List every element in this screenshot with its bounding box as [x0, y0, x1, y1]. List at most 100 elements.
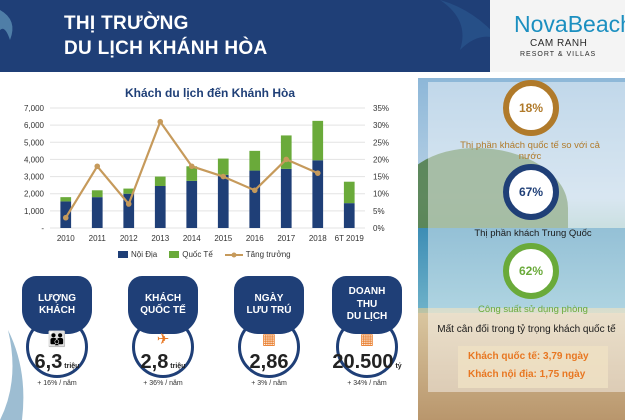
stat-label-line1: LƯỢNG — [38, 292, 76, 304]
ring-intl-share-label: Thị phần khách quốc tế so với cả nước — [460, 140, 600, 162]
y-left-tick-label: 2,000 — [24, 190, 45, 199]
chart-legend: Nội Địa Quốc Tế Tăng trưởng — [118, 250, 291, 259]
growth-point — [157, 118, 164, 125]
stat-value: 2,8 triệu — [140, 351, 186, 373]
x-tick-label: 2014 — [183, 234, 201, 243]
growth-point — [188, 163, 195, 170]
visitor-chart: - 1,000 2,000 3,000 4,000 5,000 6,000 7,000 0% 5%… — [24, 104, 389, 243]
header-banner: THỊ TRƯỜNG DU LỊCH KHÁNH HÒA NovaBeach C… — [0, 0, 625, 72]
bar-domestic — [249, 170, 261, 228]
y-left-tick-label: 3,000 — [24, 173, 45, 182]
bar-international — [154, 176, 166, 186]
bar-international — [60, 197, 72, 202]
y-left-tick-label: 6,000 — [24, 121, 45, 130]
bar-international — [280, 135, 292, 169]
hotel-revenue-icon: ▦ — [359, 331, 375, 348]
bar-domestic — [60, 201, 72, 228]
ring-china-share: 67% — [503, 164, 559, 220]
legend-item-growth: Tăng trưởng — [224, 250, 291, 259]
airplane-icon: ✈ — [156, 331, 170, 348]
y-left-tick-label: 4,000 — [24, 155, 45, 164]
chart-title: Khách du lịch đến Khánh Hòa — [124, 86, 295, 100]
stay-domestic: Khách nội địa: 1,75 ngày — [468, 369, 586, 380]
stat-badge: LƯỢNG KHÁCH — [22, 276, 92, 334]
y-right-tick-label: 35% — [373, 104, 389, 113]
family-icon: 👪 — [47, 331, 67, 348]
x-tick-label: 2016 — [246, 234, 264, 243]
y-left-tick-label: 5,000 — [24, 138, 45, 147]
legend-swatch-growth — [224, 252, 243, 257]
stat-label-line1: KHÁCH — [144, 292, 182, 304]
logo-tagline-text: RESORT & VILLAS — [520, 51, 597, 58]
growth-point — [314, 170, 321, 176]
y-right-tick-label: 0% — [373, 224, 385, 233]
stat-value: 2,86 — [249, 351, 289, 373]
ring-occupancy: 62% — [503, 243, 559, 299]
growth-point — [94, 163, 101, 170]
legend-item-domestic: Nội Địa — [118, 250, 157, 259]
bar-domestic — [217, 174, 229, 228]
bar-international — [91, 190, 103, 198]
bar-international — [249, 150, 261, 171]
legend-swatch-international — [169, 251, 180, 258]
growth-point — [62, 214, 69, 221]
growth-point — [220, 173, 227, 180]
y-left-tick-label: 7,000 — [24, 104, 45, 113]
stat-unit: triệu — [168, 363, 186, 370]
y-left-tick-label: 1,000 — [24, 207, 45, 216]
bar-international — [186, 166, 198, 181]
growth-point — [251, 187, 258, 194]
y-right-tick-label: 30% — [373, 121, 389, 130]
stat-label-line1: DOANH THU — [348, 286, 386, 310]
stat-unit: triệu — [62, 363, 80, 370]
bar-domestic — [186, 180, 198, 228]
hotel-icon: ▦ — [261, 331, 277, 348]
bar-international — [123, 188, 135, 194]
stat-value: 6,3 triệu — [34, 351, 80, 373]
y-right-tick-label: 15% — [373, 173, 389, 182]
stat-label-line2: QUỐC TẾ — [140, 305, 186, 316]
stay-box — [458, 346, 608, 388]
stat-value: 20.500 tỷ — [332, 351, 402, 373]
stat-badge: DOANH THU DU LỊCH — [332, 276, 402, 334]
stat-growth: + 36% / năm — [143, 380, 183, 387]
imbalance-note: Mất cân đối trong tỷ trọng khách quốc tế — [437, 324, 616, 335]
stat-label-line1: NGÀY — [254, 292, 284, 304]
bar-international — [217, 158, 229, 175]
x-tick-label: 2017 — [277, 234, 295, 243]
stat-label-line2: DU LỊCH — [346, 311, 388, 323]
bar-domestic — [91, 197, 103, 228]
legend-label-growth: Tăng trưởng — [245, 250, 291, 259]
x-tick-label: 2012 — [120, 234, 138, 243]
ring-china-share-label: Thị phần khách Trung Quốc — [474, 228, 592, 239]
bar-domestic — [123, 193, 135, 228]
x-tick-label: 2018 — [309, 234, 327, 243]
legend-item-international: Quốc Tế — [169, 250, 213, 259]
x-tick-label: 2013 — [151, 234, 169, 243]
x-tick-label: 2010 — [57, 234, 75, 243]
y-left-tick-label: - — [41, 224, 44, 233]
y-right-tick-label: 20% — [373, 155, 389, 164]
x-tick-label: 6T 2019 — [335, 234, 365, 243]
x-tick-label: 2011 — [89, 234, 107, 243]
bar-international — [343, 181, 355, 204]
logo-sub-text: CAM RANH — [530, 38, 588, 49]
stat-label-line2: KHÁCH — [38, 305, 76, 316]
bar-domestic — [312, 160, 324, 228]
stat-badge: KHÁCH QUỐC TẾ — [128, 276, 198, 334]
page-title-line2: DU LỊCH KHÁNH HÒA — [64, 38, 268, 59]
brand-logo: NovaBeach CAM RANH RESORT & VILLAS — [490, 0, 625, 72]
legend-label-international: Quốc Tế — [182, 250, 213, 259]
ring-occupancy-label: Công suất sử dụng phòng — [478, 304, 588, 315]
legend-label-domestic: Nội Địa — [131, 250, 158, 259]
ring-intl-share: 18% — [503, 80, 559, 136]
stat-growth: + 16% / năm — [37, 380, 77, 387]
stat-growth: + 34% / năm — [347, 380, 387, 387]
stat-growth: + 3% / năm — [251, 380, 287, 387]
x-tick-label: 2015 — [214, 234, 232, 243]
stat-unit: tỷ — [393, 363, 402, 370]
ring-intl-share-value: 18% — [518, 101, 544, 115]
palm-leaf-icon — [0, 330, 24, 420]
bar-international — [312, 120, 324, 161]
y-right-tick-label: 25% — [373, 138, 389, 147]
